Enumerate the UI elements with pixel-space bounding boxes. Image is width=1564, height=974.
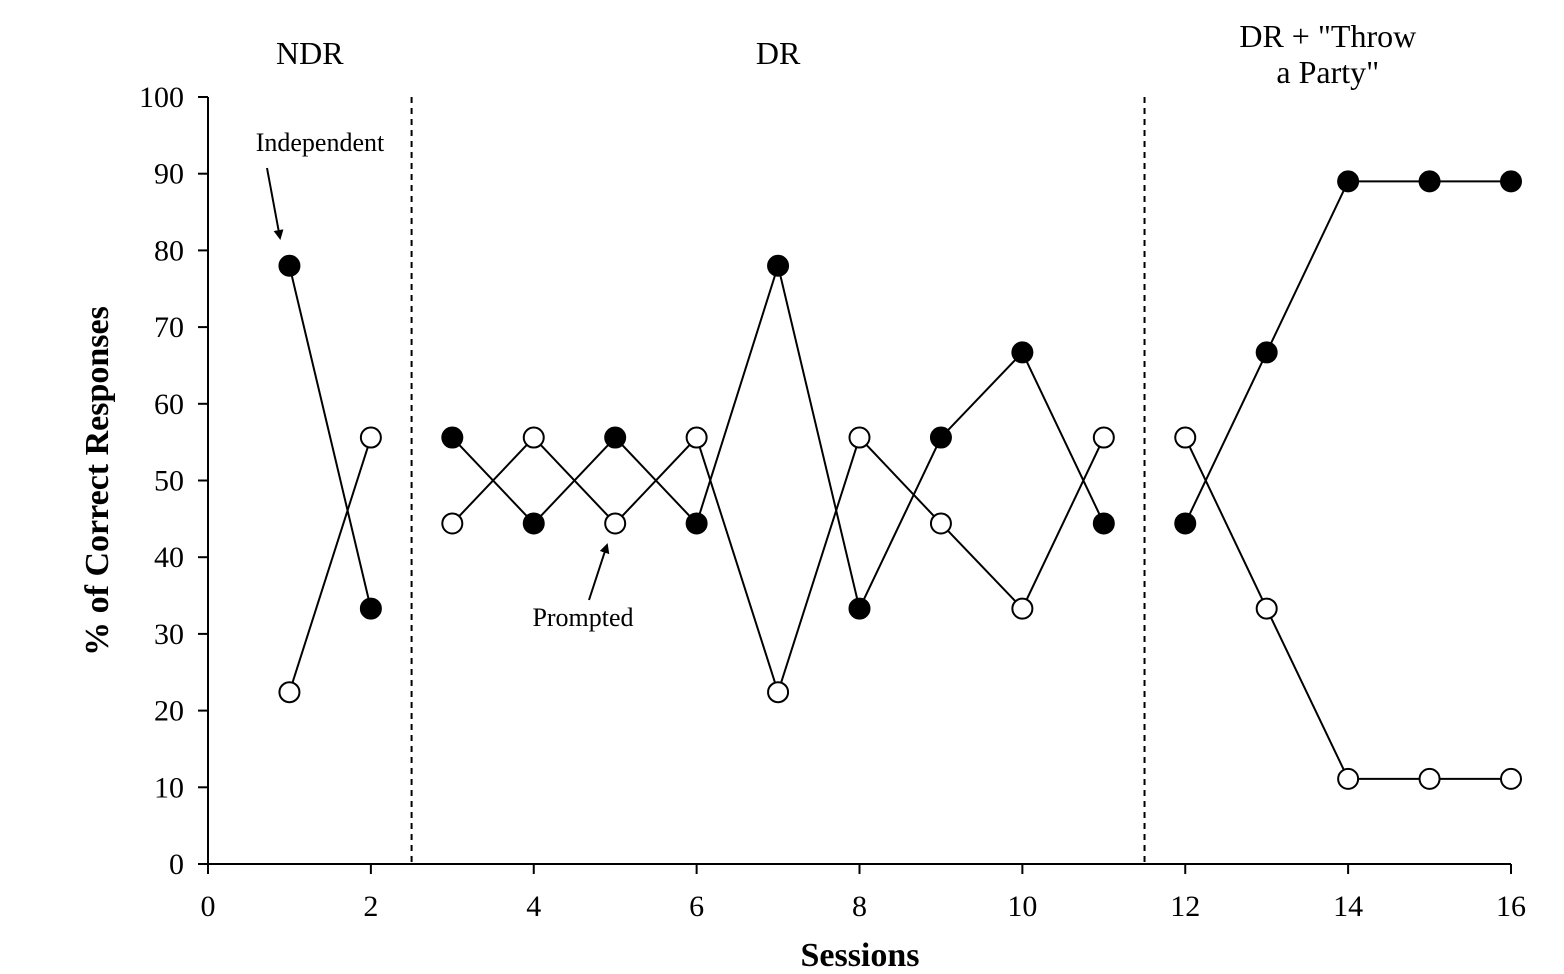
independent-data-point bbox=[441, 426, 464, 449]
y-tick-label: 100 bbox=[139, 81, 184, 114]
y-tick-label: 60 bbox=[154, 388, 184, 421]
phase-change-lines bbox=[410, 97, 1146, 864]
axes: 0 10 20 30 40 50 60 70 80 90 100 0 2 4 6 8 10 12 14 16 bbox=[139, 81, 1526, 923]
x-tick-label: 0 bbox=[201, 890, 216, 923]
series-line-open-circle bbox=[288, 437, 372, 693]
prompted-data-point bbox=[685, 426, 708, 449]
prompted-data-point bbox=[767, 681, 790, 704]
x-tick-label: 14 bbox=[1333, 890, 1363, 923]
phase-label: NDR bbox=[276, 35, 344, 71]
x-tick-label: 10 bbox=[1007, 890, 1037, 923]
series-points bbox=[278, 170, 1522, 790]
series-lines bbox=[288, 180, 1511, 780]
x-tick-label: 2 bbox=[363, 890, 378, 923]
x-tick-label: 6 bbox=[689, 890, 704, 923]
y-tick-label: 0 bbox=[169, 848, 184, 881]
phase-label: DR + "Throw bbox=[1239, 18, 1416, 54]
y-tick-label: 10 bbox=[154, 771, 184, 804]
prompted-data-point bbox=[522, 426, 545, 449]
arrow-icon bbox=[588, 543, 610, 601]
y-tick-label: 70 bbox=[154, 311, 184, 344]
independent-data-point bbox=[278, 254, 301, 277]
prompted-data-point bbox=[1011, 597, 1034, 620]
y-axis-title: % of Correct Responses bbox=[79, 306, 116, 656]
prompted-data-point bbox=[1500, 767, 1522, 790]
x-tick-label: 12 bbox=[1170, 890, 1200, 923]
x-tick-label: 4 bbox=[526, 890, 541, 923]
independent-data-point bbox=[848, 597, 871, 620]
independent-data-point bbox=[1174, 512, 1197, 535]
independent-data-point bbox=[1011, 341, 1034, 364]
independent-data-point bbox=[604, 426, 627, 449]
independent-data-point bbox=[522, 512, 545, 535]
prompted-data-point bbox=[1337, 767, 1360, 790]
phase-label: a Party" bbox=[1276, 54, 1379, 90]
independent-data-point bbox=[767, 254, 790, 277]
series-line-filled-circle bbox=[1184, 180, 1511, 524]
prompted-data-point bbox=[441, 512, 464, 535]
arrow-icon bbox=[266, 167, 284, 240]
y-tick-label: 20 bbox=[154, 695, 184, 728]
prompted-data-point bbox=[1418, 767, 1441, 790]
independent-data-point bbox=[1500, 170, 1522, 193]
independent-data-point bbox=[1092, 512, 1115, 535]
annotation-independent: Independent bbox=[256, 128, 385, 157]
independent-data-point bbox=[685, 512, 708, 535]
x-tick-label: 16 bbox=[1496, 890, 1526, 923]
annotation-prompted: Prompted bbox=[532, 603, 633, 632]
x-tick-label: 8 bbox=[852, 890, 867, 923]
prompted-data-point bbox=[1092, 426, 1115, 449]
y-tick-label: 50 bbox=[154, 465, 184, 498]
y-tick-label: 40 bbox=[154, 541, 184, 574]
prompted-data-point bbox=[1174, 426, 1197, 449]
independent-data-point bbox=[1255, 341, 1278, 364]
x-axis-title: Sessions bbox=[800, 937, 919, 974]
independent-data-point bbox=[929, 426, 952, 449]
y-tick-label: 80 bbox=[154, 234, 184, 267]
prompted-data-point bbox=[1255, 597, 1278, 620]
series-line-open-circle bbox=[451, 435, 1105, 696]
y-tick-label: 30 bbox=[154, 618, 184, 651]
independent-data-point bbox=[359, 597, 382, 620]
prompted-data-point bbox=[604, 512, 627, 535]
annotations: Independent Prompted bbox=[256, 128, 634, 632]
phase-label: DR bbox=[756, 35, 801, 71]
prompted-data-point bbox=[359, 426, 382, 449]
prompted-data-point bbox=[278, 681, 301, 704]
series-line-open-circle bbox=[1184, 437, 1511, 780]
series-line-filled-circle bbox=[451, 261, 1105, 612]
independent-data-point bbox=[1418, 170, 1441, 193]
prompted-data-point bbox=[929, 512, 952, 535]
independent-data-point bbox=[1337, 170, 1360, 193]
prompted-data-point bbox=[848, 426, 871, 449]
series-line-filled-circle bbox=[288, 265, 372, 609]
y-tick-label: 90 bbox=[154, 158, 184, 191]
